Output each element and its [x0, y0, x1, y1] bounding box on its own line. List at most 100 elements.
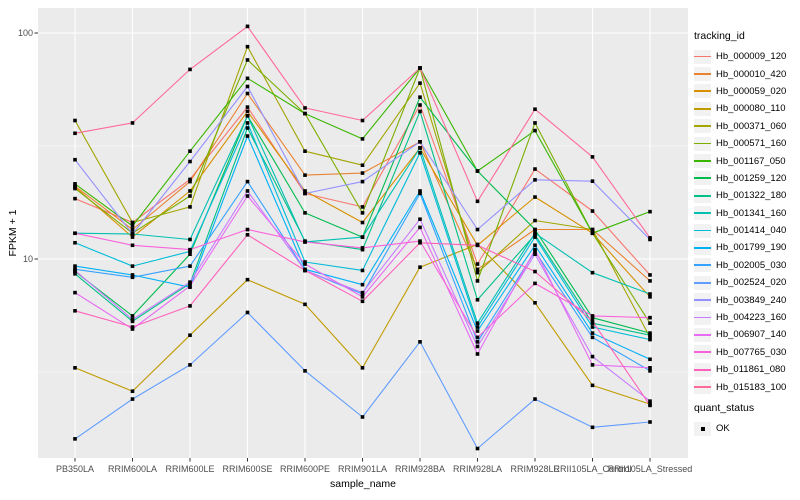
data-point-Hb_000080_110	[590, 383, 595, 388]
x-axis-title: sample_name	[330, 478, 396, 490]
data-point-Hb_000080_110	[130, 389, 135, 394]
data-point-Hb_006907_140	[245, 194, 250, 198]
data-point-Hb_015183_100	[130, 121, 135, 125]
legend-item-label: Hb_001799_190	[716, 242, 787, 254]
data-point-Hb_004223_160	[590, 354, 595, 359]
data-point-Hb_015183_100	[73, 131, 77, 136]
data-point-Hb_001322_180	[648, 333, 652, 338]
legend-items-quant-status: OK	[694, 420, 730, 437]
legend-key-color	[694, 368, 711, 371]
data-point-Hb_000010_420	[475, 267, 480, 272]
legend-item-Hb_001799_190: Hb_001799_190	[694, 239, 786, 256]
data-point-Hb_007765_030	[188, 247, 192, 252]
legend-key-line-icon	[694, 362, 711, 377]
data-point-Hb_001414_040	[73, 240, 77, 245]
legend-key-line-icon	[694, 275, 711, 290]
data-point-Hb_001341_160	[475, 321, 480, 325]
x-tick-label-RRIM600PE: RRIM600PE	[279, 464, 331, 474]
data-point-Hb_003849_240	[303, 191, 307, 196]
data-point-Hb_000371_060	[303, 149, 307, 153]
legend-item-label: Hb_000371_060	[716, 120, 787, 132]
legend-item-label: Hb_001259_120	[716, 172, 787, 184]
data-point-Hb_006907_140	[303, 262, 307, 266]
data-point-Hb_001414_040	[475, 325, 480, 329]
data-point-Hb_000009_120	[73, 196, 77, 201]
data-point-Hb_001259_120	[188, 252, 192, 257]
data-point-Hb_000009_120	[533, 167, 537, 171]
legend-key-color	[694, 333, 711, 336]
legend-key-color	[694, 107, 711, 110]
legend-key-color	[694, 281, 711, 284]
data-point-Hb_001341_160	[418, 146, 422, 150]
x-tick-label-RRIM600LA: RRIM600LA	[107, 464, 158, 474]
data-point-Hb_000571_160	[245, 58, 250, 62]
data-point-Hb_003849_240	[418, 140, 422, 144]
data-point-Hb_004223_160	[188, 280, 192, 284]
data-point-Hb_000371_060	[130, 220, 135, 225]
data-point-Hb_000010_420	[360, 171, 365, 175]
legend-item-Hb_001167_050: Hb_001167_050	[694, 152, 786, 169]
legend-key-color	[694, 229, 711, 232]
data-point-Hb_001414_040	[418, 151, 422, 155]
legend-key-line-icon	[694, 258, 711, 273]
data-point-Hb_000010_420	[130, 227, 135, 232]
legend-item-Hb_006907_140: Hb_006907_140	[694, 326, 786, 343]
x-tick-label-RRIM928LA: RRIM928LA	[452, 464, 503, 474]
data-point-Hb_006907_140	[648, 366, 652, 370]
legend-item-label: Hb_000010_420	[716, 68, 787, 80]
data-point-Hb_007765_030	[303, 240, 307, 244]
data-point-Hb_006907_140	[73, 290, 77, 295]
legend-key-color	[694, 160, 711, 162]
legend-key-line-icon	[694, 206, 711, 221]
data-point-Hb_000371_060	[188, 205, 192, 209]
legend-item-Hb_000080_110: Hb_000080_110	[694, 100, 786, 117]
x-tick-label-RRIM928LE: RRIM928LE	[510, 464, 560, 474]
legend-item-Hb_003849_240: Hb_003849_240	[694, 291, 786, 308]
data-point-Hb_011861_080	[73, 308, 77, 313]
data-point-Hb_001414_040	[648, 337, 652, 342]
data-point-Hb_015183_100	[475, 199, 480, 204]
legend-item-label: Hb_000080_110	[716, 103, 786, 115]
legend-item-Hb_007765_030: Hb_007765_030	[694, 344, 786, 361]
data-point-Hb_004223_160	[73, 268, 77, 273]
data-point-Hb_000371_060	[360, 163, 365, 168]
data-point-Hb_003849_240	[130, 232, 135, 236]
legend-item-label: Hb_001322_180	[716, 190, 787, 202]
data-point-Hb_007765_030	[648, 315, 652, 320]
data-point-Hb_001799_190	[418, 189, 422, 193]
data-point-Hb_002524_020	[188, 363, 192, 367]
data-point-Hb_003849_240	[360, 179, 365, 184]
data-point-Hb_001341_160	[188, 237, 192, 242]
data-point-Hb_001322_180	[475, 297, 480, 302]
data-point-Hb_015183_100	[533, 107, 537, 112]
legend-key-color	[694, 177, 711, 180]
legend-item-Hb_001322_180: Hb_001322_180	[694, 187, 786, 204]
data-point-Hb_006907_140	[418, 225, 422, 230]
legend-item-Hb_002005_030: Hb_002005_030	[694, 257, 786, 274]
data-point-Hb_002524_020	[360, 415, 365, 419]
data-point-Hb_001322_180	[73, 272, 77, 276]
data-point-Hb_001799_190	[648, 357, 652, 362]
legend-key-color	[694, 55, 711, 58]
data-point-Hb_003849_240	[590, 179, 595, 183]
data-point-Hb_002005_030	[648, 369, 652, 373]
legend-item-Hb_000009_120: Hb_000009_120	[694, 48, 786, 65]
legend-key-line-icon	[694, 293, 711, 308]
data-point-Hb_002005_030	[590, 335, 595, 340]
data-point-Hb_003849_240	[188, 159, 192, 164]
data-point-Hb_001167_050	[303, 111, 307, 116]
data-point-Hb_001322_180	[590, 321, 595, 325]
data-point-Hb_000371_060	[475, 270, 480, 275]
data-point-Hb_001167_050	[360, 137, 365, 141]
data-point-Hb_000080_110	[73, 366, 77, 370]
data-point-Hb_000571_160	[188, 194, 192, 198]
legend-item-label: OK	[716, 423, 730, 435]
data-point-Hb_002524_020	[590, 425, 595, 430]
legend-item-quant-OK: OK	[694, 420, 730, 437]
data-point-Hb_007765_030	[475, 335, 480, 340]
data-point-Hb_000080_110	[360, 366, 365, 370]
legend-items-tracking-id: Hb_000009_120 Hb_000010_420 Hb_000059_020 H…	[694, 48, 786, 396]
data-point-Hb_000371_060	[418, 81, 422, 85]
legend-key-color	[694, 264, 711, 267]
legend-key-line-icon	[694, 171, 711, 186]
